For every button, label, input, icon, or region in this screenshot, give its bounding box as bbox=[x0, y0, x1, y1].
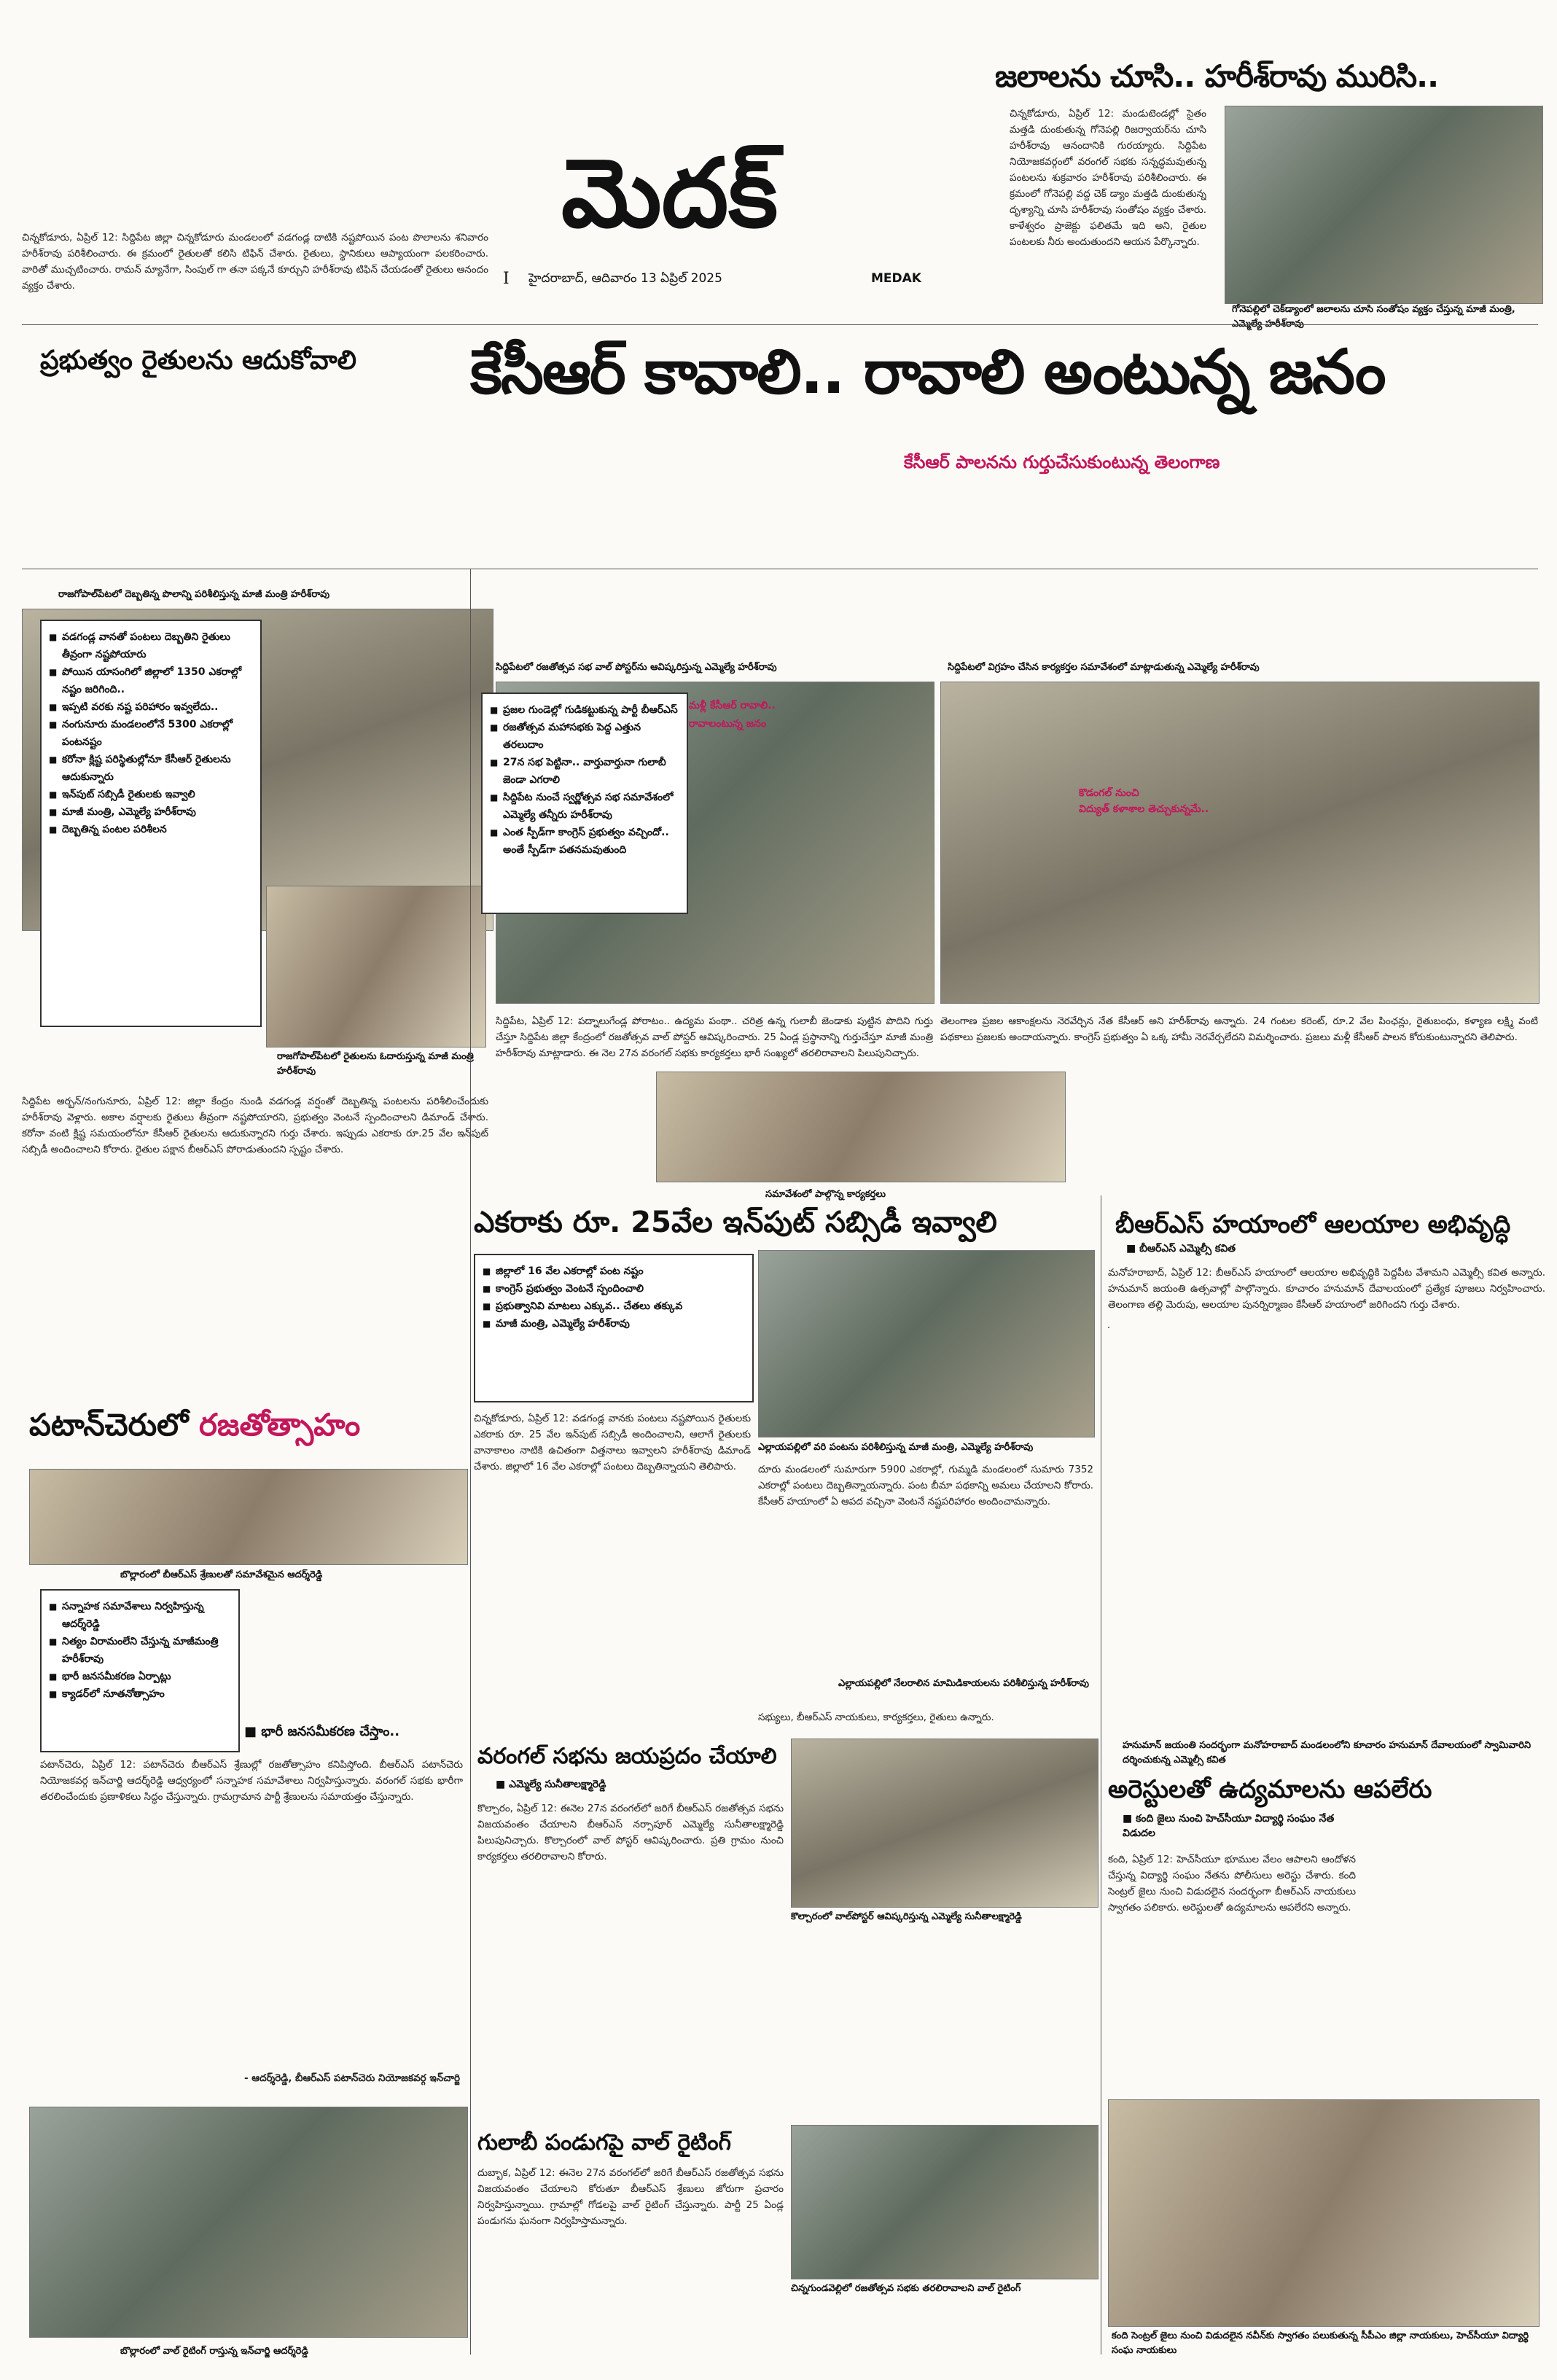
bullet: దెబ్బతిన్న పంటల పరిశీలన bbox=[49, 821, 253, 838]
bullet: నిత్యం విరామంలేని చేస్తున్న మాజీమంత్రి హ… bbox=[49, 1633, 231, 1668]
left-photo-caption: రాజగోపాల్‌పేటలో దెబ్బతిన్న పొలాన్ని పరిశ… bbox=[58, 589, 330, 600]
left-body: సిద్దిపేట అర్బన్/నంగునూరు, ఏప్రిల్ 12: జ… bbox=[22, 1096, 488, 1155]
warangal-body: కొల్చారం, ఏప్రిల్ 12: ఈనెల 27న వరంగల్‌లో… bbox=[477, 1803, 784, 1862]
bullet: క్యాడర్‌లో నూతనోత్సాహం bbox=[49, 1685, 231, 1703]
masthead-logo: మెదక్ bbox=[561, 137, 778, 249]
bullet: కాంగ్రెస్ ప్రభుత్వం వెంటనే స్పందించాలి bbox=[483, 1280, 745, 1298]
patancheru-quote-text: భారీ జనసమీకరణ చేస్తాం.. bbox=[261, 1724, 400, 1739]
bullet: నంగునూరు మండలంలోనే 5300 ఎకరాల్లో పంటనష్ట… bbox=[49, 716, 253, 751]
patancheru-headline-a: పటాన్‌చెరులో bbox=[29, 1407, 199, 1443]
subsidy-body-2: దూరు మండలంలో సుమారుగా 5900 ఎకరాల్లో, గుమ… bbox=[758, 1464, 1093, 1507]
patancheru-photo-caption: బొల్లారంలో బీఆర్ఎస్ శ్రేణులతో సమావేశమైన … bbox=[120, 1569, 323, 1580]
top-left-snippet: చిన్నకోడూరు, ఏప్రిల్ 12: సిద్దిపేట జిల్ల… bbox=[22, 232, 488, 292]
right-subhead-2: విద్యుత్ కళాశాల తెచ్చుకున్నమే.. bbox=[1079, 803, 1209, 815]
bullet: సన్నాహక సమావేశాలు నిర్వహిస్తున్న ఆదర్శ్‌… bbox=[49, 1598, 231, 1633]
bullet: రజతోత్సవ మహాసభకు పెద్ద ఎత్తున తరలుదాం bbox=[490, 719, 679, 754]
subsidy-photo-caption: ఎల్లాయపల్లిలో వరి పంటను పరిశీలిస్తున్న మ… bbox=[758, 1442, 1034, 1453]
issue-number: I bbox=[503, 270, 510, 288]
warangal-byline-text: ఎమ్మెల్యే సునీతాలక్ష్మారెడ్డి bbox=[509, 1779, 606, 1790]
bullet: ఇప్పటి వరకు నష్ట పరిహారం ఇవ్వలేదు.. bbox=[49, 698, 253, 716]
top-right-body: చిన్నకోడూరు, ఏప్రిల్ 12: మండుటెండల్లో సై… bbox=[1010, 108, 1206, 248]
meeting-caption: సమావేశంలో పాల్గొన్న కార్యకర్తలు bbox=[765, 1189, 886, 1200]
mango-caption: ఎల్లాయపల్లిలో నేలరాలిన మామిడికాయలను పరిశ… bbox=[838, 1678, 1090, 1689]
bullet: ప్రజల గుండెల్లో గుడికట్టుకున్న పార్టీ బీ… bbox=[490, 701, 679, 719]
left-bullet-box: వడగండ్ల వానతో పంటలు దెబ్బతిని రైతులు తీవ… bbox=[40, 620, 262, 1027]
subsidy-bullet-box: జిల్లాలో 16 వేల ఎకరాల్లో పంట నష్టం కాంగ్… bbox=[474, 1254, 754, 1402]
top-right-headline: జలాలను చూసి.. హరీశ్‌రావు మురిసి.. bbox=[995, 58, 1439, 94]
center-photo-caption: సిద్దిపేటలో రజతోత్సవ సభ వాల్ పోస్టర్‌ను … bbox=[496, 662, 777, 673]
kcr-label: మళ్లీ కేసీఆర్ రావాలి.. bbox=[689, 700, 776, 711]
right-photo bbox=[940, 682, 1540, 1004]
edition-name: MEDAK bbox=[871, 271, 921, 286]
left-headline: ప్రభుత్వం రైతులను ఆదుకోవాలి bbox=[40, 346, 357, 375]
arrests-headline: అరెస్టులతో ఉద్యమాలను ఆపలేరు bbox=[1108, 1775, 1432, 1804]
temple-caption: హనుమాన్ జయంతి సందర్భంగా మనోహరాబాద్ మండలం… bbox=[1123, 1740, 1531, 1766]
bullet: ఎంత స్పీడ్‌గా కాంగ్రెస్ ప్రభుత్వం వచ్చిం… bbox=[490, 824, 679, 859]
bullet: 27న సభ పెట్టినా.. వార్తువార్తునా గులాబీ … bbox=[490, 754, 679, 789]
kcr-label-2: రావాలంటున్న జనం bbox=[689, 718, 767, 730]
patancheru-bullet-box: సన్నాహక సమావేశాలు నిర్వహిస్తున్న ఆదర్శ్‌… bbox=[40, 1589, 240, 1752]
bullet: వడగండ్ల వానతో పంటలు దెబ్బతిని రైతులు తీవ… bbox=[49, 628, 253, 663]
top-right-photo bbox=[1225, 106, 1543, 304]
left-inset-caption: రాజగోపాల్‌పేటలో రైతులను ఓదారుస్తున్న మాజ… bbox=[277, 1051, 474, 1077]
left-inset-photo bbox=[266, 886, 486, 1047]
right-subhead: కొడంగల్ నుంచి bbox=[1079, 787, 1139, 799]
warangal-byline: ■ ఎమ్మెల్యే సునీతాలక్ష్మారెడ్డి bbox=[496, 1779, 606, 1790]
right-photo-caption: సిద్దిపేటలో విగ్రహం చేసిన కార్యకర్తల సమా… bbox=[948, 662, 1260, 673]
arrests-photo bbox=[1108, 2099, 1540, 2327]
patancheru-headline-b: రజతోత్సాహం bbox=[198, 1407, 361, 1443]
arrests-body: కంది, ఏప్రిల్ 12: హెచ్‌సీయూ భూముల వేలం ఆ… bbox=[1108, 1854, 1356, 1913]
bullet: మాజీ మంత్రి, ఎమ్మెల్యే హరీశ్‌రావు bbox=[483, 1315, 745, 1333]
bullet: ఇన్‌పుట్ సబ్సిడీ రైతులకు ఇవ్వాలి bbox=[49, 786, 253, 803]
temple-byline: ■ బీఆర్ఎస్ ఎమ్మెల్సీ కవిత bbox=[1126, 1243, 1236, 1255]
temple-body: మనోహరాబాద్, ఏప్రిల్ 12: బీఆర్ఎస్ హయాంలో … bbox=[1108, 1267, 1545, 1311]
wall-photo bbox=[791, 2125, 1099, 2279]
bullet: పోయిన యాసంగిలో జిల్లాలో 1350 ఎకరాల్లో నష… bbox=[49, 663, 253, 698]
wall-body: దుబ్బాక, ఏప్రిల్ 12: ఈనెల 27న వరంగల్‌లో … bbox=[477, 2167, 784, 2227]
wall-photo-caption: చిన్నగుండవెల్లిలో రజతోత్సవ సభకు తరలిరావా… bbox=[791, 2283, 1021, 2294]
warangal-photo-caption: కొల్చారంలో వాల్‌పోస్టర్ ఆవిష్కరిస్తున్న … bbox=[791, 1911, 1022, 1922]
dateline: హైదరాబాద్, ఆదివారం 13 ఏప్రిల్ 2025 bbox=[528, 271, 722, 286]
patancheru-quote-head: ■ భారీ జనసమీకరణ చేస్తాం.. bbox=[244, 1724, 400, 1739]
main-subhead: కేసీఆర్ పాలనను గుర్తుచేసుకుంటున్న తెలంగా… bbox=[904, 452, 1220, 472]
bullet: కరోనా క్లిష్ట పరిస్థితుల్లోనూ కేసీఆర్ రై… bbox=[49, 751, 253, 786]
patancheru-sig: - ఆదర్శ్‌రెడ్డి, బీఆర్ఎస్ పటాన్‌చెరు నియ… bbox=[244, 2072, 461, 2084]
subsidy-body: చిన్నకోడూరు, ఏప్రిల్ 12: వడగండ్ల వానకు ప… bbox=[474, 1413, 751, 1472]
bullet: భారీ జనసమీకరణ ఏర్పాట్లు bbox=[49, 1668, 231, 1685]
temple-headline: బీఆర్ఎస్ హయాంలో ఆలయాల అభివృద్ధి bbox=[1115, 1210, 1511, 1239]
patancheru-bottom-caption: బొల్లారంలో వాల్ రైటింగ్ రాస్తున్న ఇన్‌చా… bbox=[120, 2346, 309, 2357]
right-body: తెలంగాణ ప్రజల ఆకాంక్షలను నెరవేర్చిన నేత … bbox=[940, 1015, 1538, 1043]
patancheru-photo bbox=[29, 1469, 468, 1565]
arrests-byline: ■ కంది జైలు నుంచి హెచ్‌సీయూ విద్యార్థి స… bbox=[1123, 1813, 1335, 1839]
temple-photo bbox=[1108, 1327, 1109, 1328]
bullet: జిల్లాలో 16 వేల ఎకరాల్లో పంట నష్టం bbox=[483, 1263, 745, 1280]
patancheru-body: పటాన్‌చెరు, ఏప్రిల్ 12: పటాన్‌చెరు బీఆర్… bbox=[40, 1759, 463, 1803]
bullet: సిద్దిపేట నుంచే స్వర్ణోత్సవ సభ సమావేశంలో… bbox=[490, 789, 679, 824]
center-bullet-box: ప్రజల గుండెల్లో గుడికట్టుకున్న పార్టీ బీ… bbox=[481, 692, 688, 914]
bullet: మాజీ మంత్రి, ఎమ్మెల్యే హరీశ్‌రావు bbox=[49, 803, 253, 821]
warangal-headline: వరంగల్ సభను జయప్రదం చేయాలి bbox=[477, 1744, 777, 1769]
column-rule bbox=[470, 569, 471, 2354]
subsidy-headline: ఎకరాకు రూ. 25వేల ఇన్‌పుట్ సబ్సిడీ ఇవ్వాల… bbox=[474, 1206, 997, 1239]
subsidy-body-3: సభ్యులు, బీఆర్ఎస్ నాయకులు, కార్యకర్తలు, … bbox=[758, 1712, 994, 1723]
arrests-caption: కంది సెంట్రల్ జైలు నుంచి విడుదలైన నవీన్‌… bbox=[1112, 2330, 1529, 2356]
top-right-caption: గోనెపల్లిలో చెక్‌డ్యాంలో జలాలను చూసి సంత… bbox=[1232, 304, 1515, 329]
bullet: ప్రభుత్వానివి మాటలు ఎక్కువ.. చేతలు తక్కు… bbox=[483, 1298, 745, 1315]
warangal-photo bbox=[791, 1739, 1099, 1908]
patancheru-bottom-photo bbox=[29, 2107, 468, 2338]
patancheru-headline: పటాన్‌చెరులో రజతోత్సాహం bbox=[29, 1403, 467, 1447]
arrests-byline-text: కంది జైలు నుంచి హెచ్‌సీయూ విద్యార్థి సంఘ… bbox=[1123, 1813, 1335, 1839]
subsidy-photo bbox=[758, 1250, 1095, 1437]
temple-byline-text: బీఆర్ఎస్ ఎమ్మెల్సీ కవిత bbox=[1139, 1243, 1236, 1255]
main-headline: కేసీఆర్ కావాలి.. రావాలి అంటున్న జనం bbox=[470, 336, 1386, 407]
center-body: సిద్దిపేట, ఏప్రిల్ 12: పద్నాలుగేండ్ల పోర… bbox=[496, 1015, 933, 1059]
meeting-photo bbox=[656, 1072, 1066, 1182]
section-rule bbox=[22, 324, 1538, 325]
wall-headline: గులాబీ పండుగపై వాల్ రైటింగ్ bbox=[477, 2130, 732, 2155]
